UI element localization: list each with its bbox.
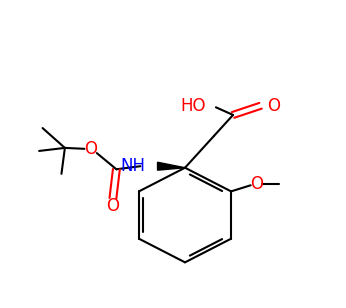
Polygon shape [157, 162, 185, 170]
Text: NH: NH [120, 157, 146, 175]
Text: O: O [250, 175, 263, 193]
Text: HO: HO [180, 97, 206, 115]
Text: O: O [107, 197, 119, 215]
Text: O: O [84, 140, 97, 158]
Text: O: O [267, 97, 280, 115]
